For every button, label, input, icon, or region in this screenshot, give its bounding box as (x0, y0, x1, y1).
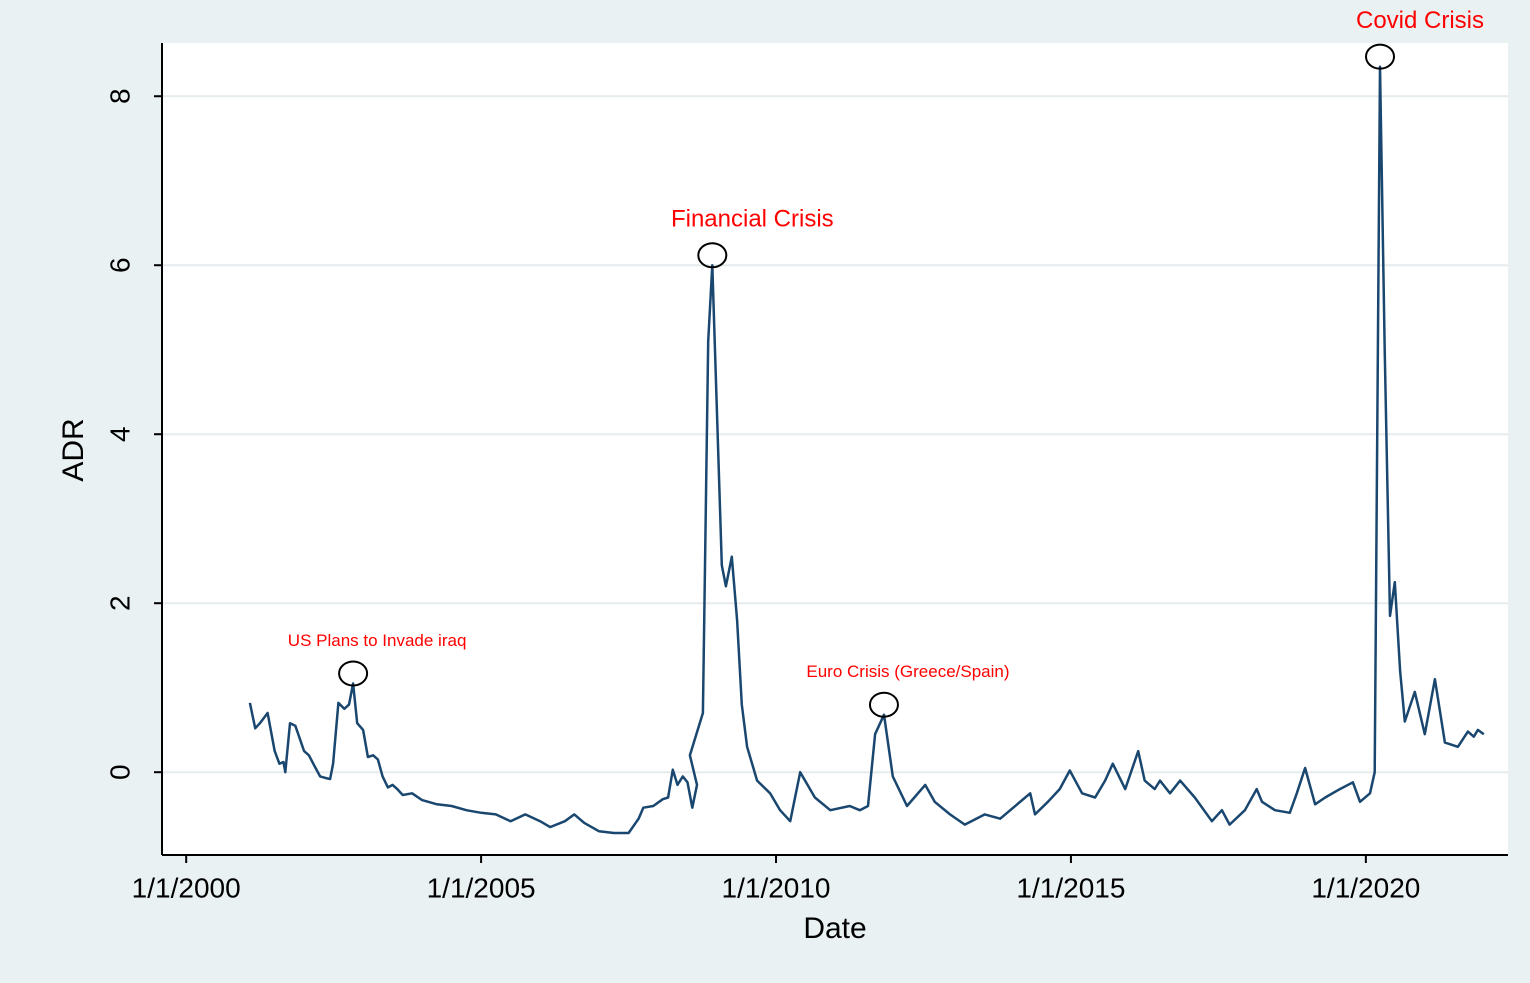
x-tick-label: 1/1/2005 (427, 872, 536, 903)
annotation-circle (697, 242, 728, 269)
y-axis-title: ADR (57, 418, 90, 481)
line-series (248, 65, 1485, 835)
annotation-circle (338, 660, 369, 687)
annotation-text: Covid Crisis (1356, 7, 1484, 34)
annotation-text: Financial Crisis (671, 206, 834, 233)
y-tick-label: 6 (104, 257, 135, 273)
x-tick-label: 1/1/2015 (1016, 872, 1125, 903)
annotation-text: Euro Crisis (Greece/Spain) (806, 662, 1009, 681)
x-axis-title: Date (803, 912, 866, 945)
annotation-circle (868, 691, 899, 718)
x-tick-label: 1/1/2020 (1311, 872, 1420, 903)
y-tick-label: 8 (104, 88, 135, 104)
y-tick-label: 0 (104, 764, 135, 780)
annotation-text: US Plans to Invade iraq (288, 631, 467, 650)
x-tick-label: 1/1/2010 (722, 872, 831, 903)
annotation-circle (1365, 43, 1396, 70)
y-tick-label: 2 (104, 595, 135, 611)
x-tick-label: 1/1/2000 (132, 872, 241, 903)
y-tick-label: 4 (104, 426, 135, 442)
plot-area (162, 43, 1508, 855)
